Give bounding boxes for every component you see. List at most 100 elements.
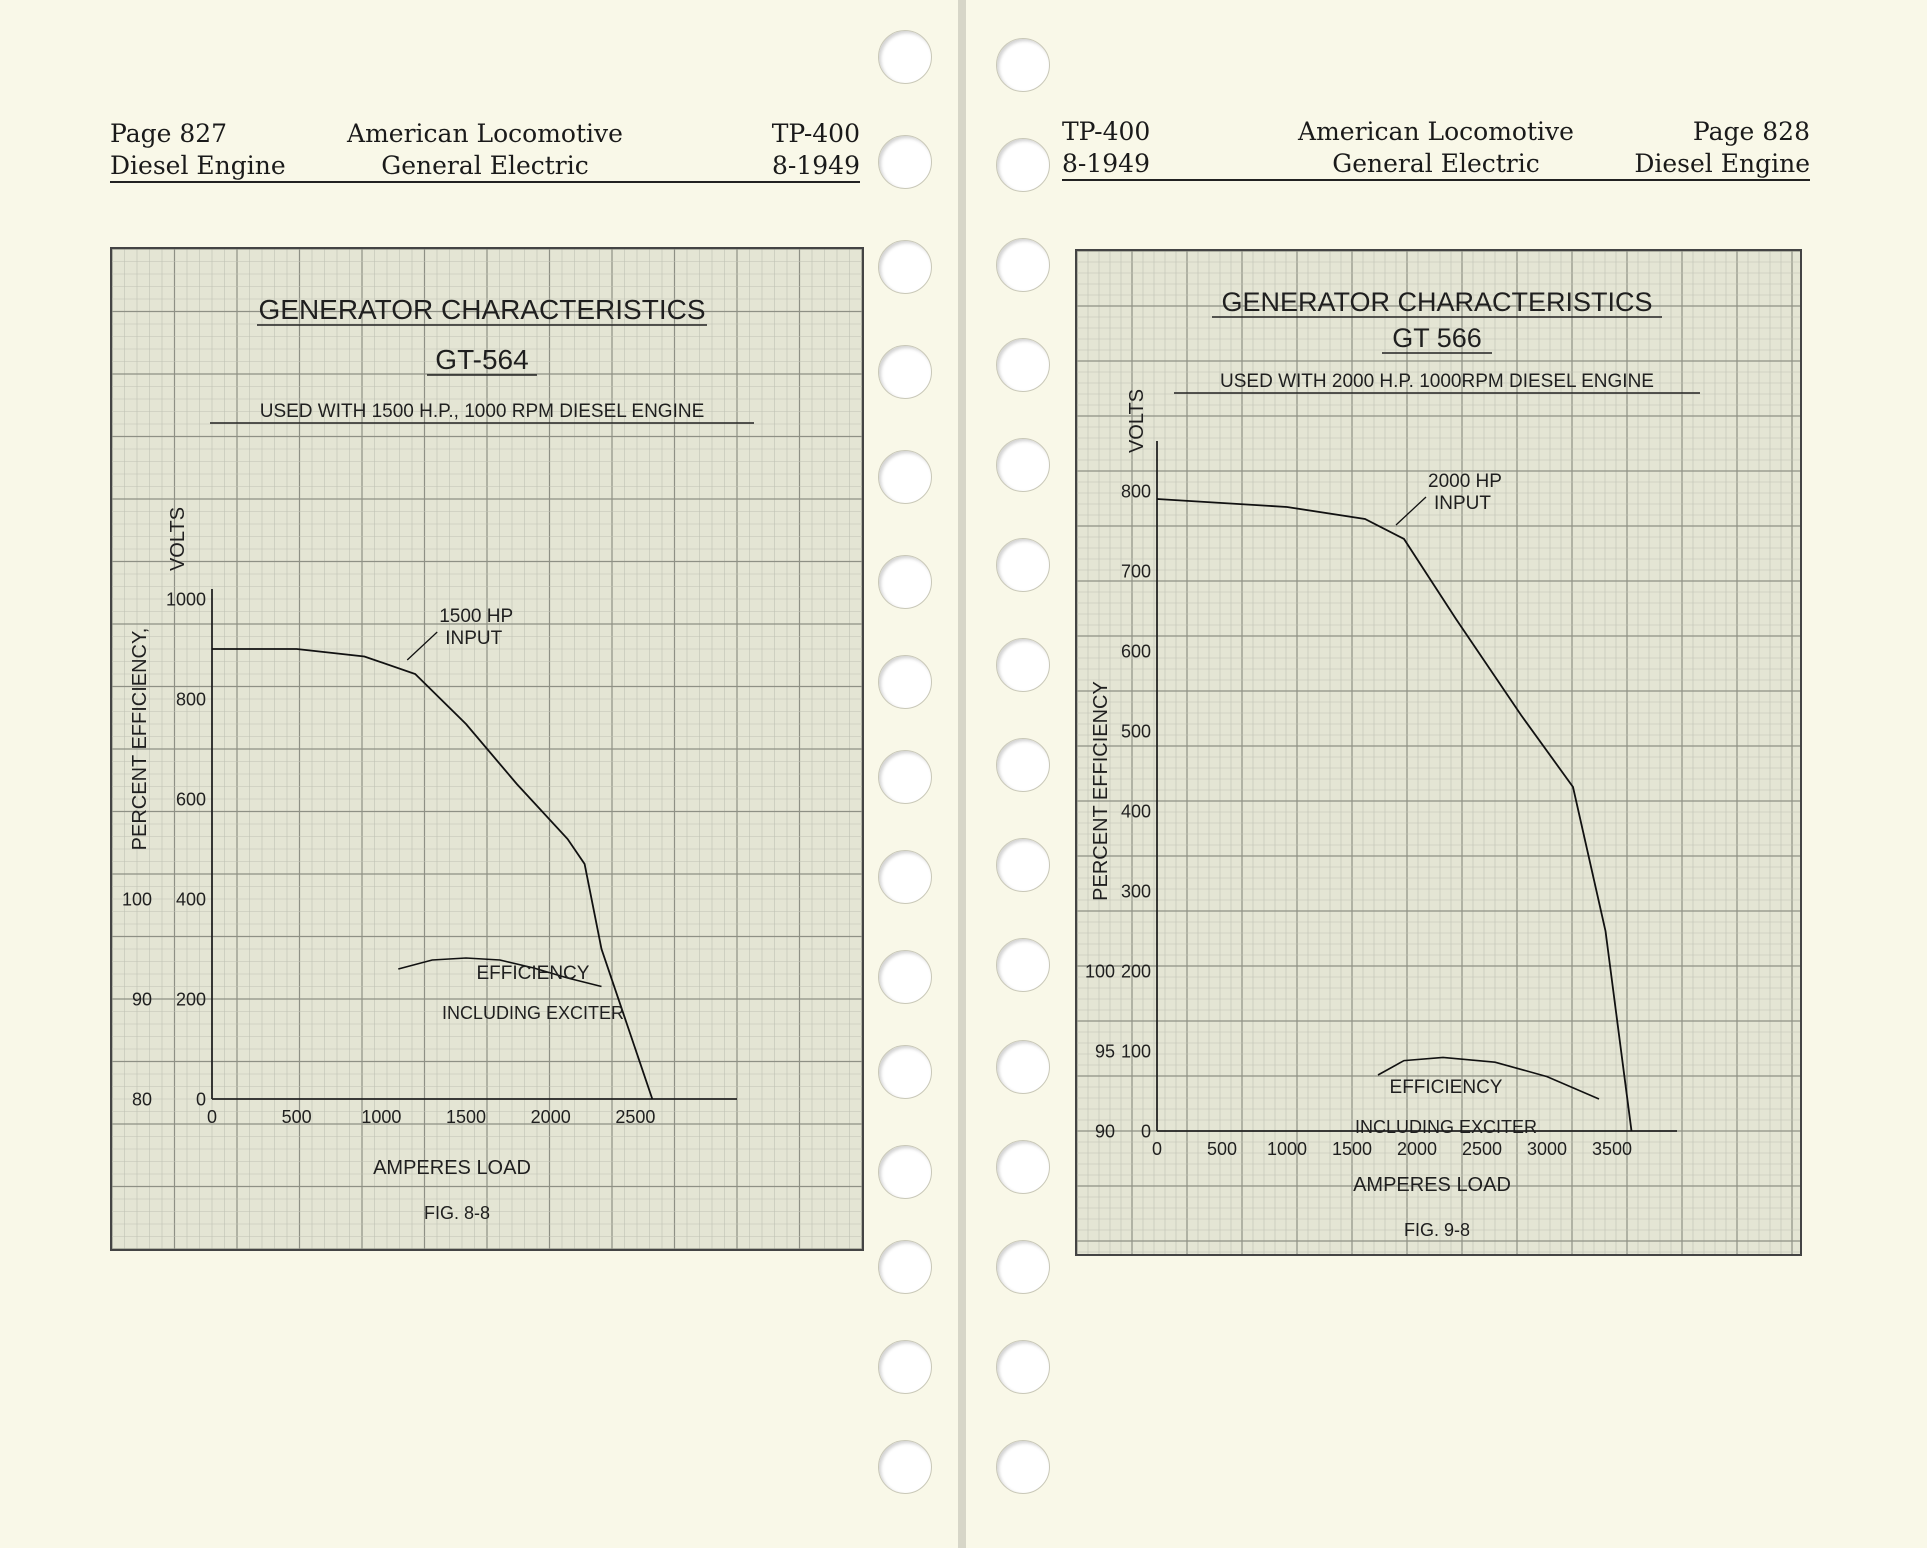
right-doc-date: 8-1949 <box>1062 149 1150 178</box>
efficiency-label-line2: INCLUDING EXCITER <box>1355 1117 1537 1137</box>
graph-paper-grid <box>112 249 862 1249</box>
y-tick-label: 400 <box>1121 801 1151 821</box>
input-label-line1: 2000 HP <box>1428 471 1502 492</box>
input-label-line1: 1500 HP <box>439 606 513 627</box>
punch-hole-right-11 <box>996 1040 1050 1094</box>
figure-usage-note: USED WITH 2000 H.P. 1000RPM DIESEL ENGIN… <box>1220 371 1654 392</box>
x-tick-label: 2000 <box>531 1107 571 1127</box>
punch-hole-right-7 <box>996 638 1050 692</box>
y2-tick-label: 95 <box>1095 1041 1115 1061</box>
y-tick-label: 200 <box>176 989 206 1009</box>
punch-hole-left-10 <box>878 950 932 1004</box>
efficiency-label-line2: INCLUDING EXCITER <box>442 1003 624 1023</box>
punch-hole-right-12 <box>996 1140 1050 1194</box>
x-tick-label: 0 <box>1152 1139 1162 1159</box>
punch-hole-right-3 <box>996 238 1050 292</box>
y-axis-label-efficiency: PERCENT EFFICIENCY, <box>129 628 151 851</box>
punch-hole-right-6 <box>996 538 1050 592</box>
x-tick-label: 3500 <box>1592 1139 1632 1159</box>
x-tick-label: 1500 <box>446 1107 486 1127</box>
efficiency-curve <box>398 957 602 988</box>
figure-model: GT 566 <box>1392 323 1482 353</box>
punch-hole-left-4 <box>878 345 932 399</box>
input-label-line2: INPUT <box>1434 493 1491 514</box>
figure-usage-note: USED WITH 1500 H.P., 1000 RPM DIESEL ENG… <box>260 401 705 422</box>
x-tick-label: 2500 <box>1462 1139 1502 1159</box>
punch-hole-left-3 <box>878 240 932 294</box>
x-tick-label: 0 <box>207 1107 217 1127</box>
punch-hole-right-8 <box>996 738 1050 792</box>
x-axis-label: AMPERES LOAD <box>1353 1174 1511 1196</box>
figure-title: GENERATOR CHARACTERISTICS <box>1221 287 1652 317</box>
y-tick-label: 800 <box>1121 481 1151 501</box>
punch-hole-right-4 <box>996 338 1050 392</box>
punch-hole-left-6 <box>878 555 932 609</box>
y2-tick-label: 100 <box>122 889 152 909</box>
y2-tick-label: 90 <box>132 989 152 1009</box>
right-page-header: TP-400 8-1949 American Locomotive Genera… <box>1062 116 1810 186</box>
x-tick-label: 1500 <box>1332 1139 1372 1159</box>
y-axis-label-volts: VOLTS <box>167 507 189 571</box>
punch-hole-right-13 <box>996 1240 1050 1294</box>
punch-hole-left-7 <box>878 655 932 709</box>
y2-tick-label: 90 <box>1095 1121 1115 1141</box>
input-leader-line <box>406 631 438 661</box>
y-axis-label-volts: VOLTS <box>1126 389 1148 453</box>
punch-hole-right-5 <box>996 438 1050 492</box>
volts-curve <box>1156 498 1633 1132</box>
punch-hole-right-1 <box>996 38 1050 92</box>
y-tick-label: 100 <box>1121 1041 1151 1061</box>
y-tick-label: 800 <box>176 689 206 709</box>
left-page-header: Page 827 Diesel Engine American Locomoti… <box>110 118 860 188</box>
left-page-subject: Diesel Engine <box>110 151 286 180</box>
x-tick-label: 1000 <box>1267 1139 1307 1159</box>
punch-hole-left-9 <box>878 850 932 904</box>
left-graph-paper: GENERATOR CHARACTERISTICS GT-564 USED WITH… <box>110 247 864 1251</box>
left-doc-date: 8-1949 <box>772 151 860 180</box>
x-tick-label: 3000 <box>1527 1139 1567 1159</box>
y2-tick-label: 80 <box>132 1089 152 1109</box>
punch-hole-left-5 <box>878 450 932 504</box>
x-tick-label: 2000 <box>1397 1139 1437 1159</box>
y-tick-label: 0 <box>196 1089 206 1109</box>
punch-hole-left-13 <box>878 1240 932 1294</box>
right-page-subject: Diesel Engine <box>1634 149 1810 178</box>
input-label-line2: INPUT <box>445 628 502 649</box>
volts-curve <box>212 648 654 1100</box>
punch-hole-right-2 <box>996 138 1050 192</box>
right-company-line2: General Electric <box>1332 149 1540 178</box>
punch-hole-left-8 <box>878 750 932 804</box>
y-tick-label: 0 <box>1141 1121 1151 1141</box>
right-doc-code: TP-400 <box>1062 117 1151 146</box>
left-company-line1: American Locomotive <box>347 119 623 148</box>
efficiency-label-line1: EFFICIENCY <box>476 963 589 984</box>
y-tick-label: 500 <box>1121 721 1151 741</box>
binding-gutter <box>958 0 966 1548</box>
input-leader-line <box>1395 496 1427 526</box>
y-tick-label: 400 <box>176 889 206 909</box>
y-tick-label: 1000 <box>166 589 206 609</box>
efficiency-curve <box>1377 1056 1600 1100</box>
y-tick-label: 200 <box>1121 961 1151 981</box>
y-tick-label: 300 <box>1121 881 1151 901</box>
figure-number: FIG. 9-8 <box>1404 1220 1470 1240</box>
punch-hole-left-11 <box>878 1045 932 1099</box>
y-tick-label: 600 <box>1121 641 1151 661</box>
efficiency-label-line1: EFFICIENCY <box>1390 1077 1503 1098</box>
left-header-rule <box>110 181 860 183</box>
punch-hole-right-15 <box>996 1440 1050 1494</box>
figure-model: GT-564 <box>435 344 528 375</box>
y-tick-label: 700 <box>1121 561 1151 581</box>
left-chart: GENERATOR CHARACTERISTICS GT-564 USED WITH… <box>112 249 862 1249</box>
x-axis-label: AMPERES LOAD <box>373 1157 531 1179</box>
punch-hole-left-15 <box>878 1440 932 1494</box>
right-graph-paper: GENERATOR CHARACTERISTICS GT 566 USED WITH… <box>1075 249 1802 1256</box>
graph-paper-grid <box>1077 251 1800 1254</box>
right-header-rule <box>1062 179 1810 181</box>
right-page-number: Page 828 <box>1692 117 1810 146</box>
punch-hole-left-12 <box>878 1145 932 1199</box>
left-page-number: Page 827 <box>110 119 228 148</box>
punch-hole-left-2 <box>878 135 932 189</box>
x-tick-label: 500 <box>1207 1139 1237 1159</box>
right-chart: GENERATOR CHARACTERISTICS GT 566 USED WITH… <box>1077 251 1800 1254</box>
